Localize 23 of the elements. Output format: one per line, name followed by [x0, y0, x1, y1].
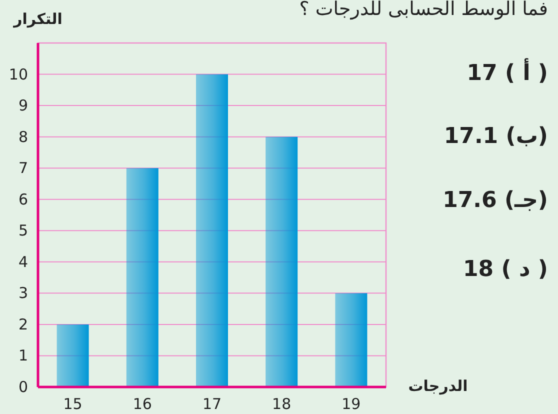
- y-tick-label: 5: [18, 222, 28, 240]
- y-tick-label: 4: [18, 252, 28, 271]
- text: (ب) 17.1: [444, 124, 548, 149]
- text: ( أ ) 17: [466, 58, 548, 86]
- y-tick-label: 0: [18, 378, 28, 396]
- y-tick-label: 3: [18, 284, 28, 302]
- text: ( د ) 18: [462, 257, 548, 282]
- y-tick-label: 2: [18, 315, 28, 334]
- x-tick-label: 15: [63, 395, 82, 413]
- x-tick-label: 19: [342, 395, 361, 413]
- x-axis-title: الدرجات: [408, 377, 468, 395]
- x-tick-label: 17: [202, 395, 222, 413]
- x-tick-label: 18: [272, 395, 292, 413]
- y-tick-label: 6: [18, 190, 28, 208]
- x-tick-label: 16: [132, 395, 152, 413]
- y-tick-label: 1: [18, 346, 28, 365]
- y-tick-label: 10: [8, 65, 28, 84]
- y-axis-title: التكرار: [12, 10, 62, 28]
- y-tick-label: 7: [18, 159, 28, 178]
- y-tick-label: 9: [18, 96, 28, 115]
- y-tick-label: 8: [18, 128, 28, 146]
- text: (جـ) 17.6: [442, 188, 548, 213]
- chart-title: فما الوسط الحسابى للدرجات ؟: [299, 0, 548, 20]
